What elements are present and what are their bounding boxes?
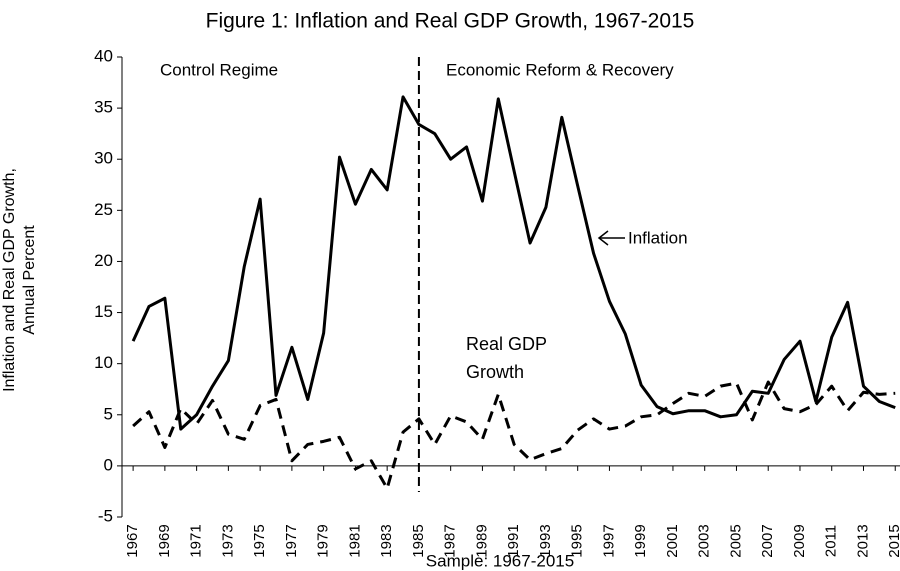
x-tick-label: 1997 bbox=[600, 524, 617, 557]
x-tick-label: 2005 bbox=[727, 524, 744, 557]
x-tick-label: 1999 bbox=[632, 524, 649, 557]
x-tick-label: 2009 bbox=[791, 524, 808, 557]
y-tick-label: -5 bbox=[98, 506, 113, 525]
series-label: Inflation bbox=[628, 228, 688, 247]
x-tick-label: 1985 bbox=[410, 524, 427, 557]
y-tick-label: 25 bbox=[94, 200, 113, 219]
y-tick-label: 0 bbox=[104, 455, 113, 474]
arrow-head bbox=[597, 230, 609, 246]
y-tick-label: 20 bbox=[94, 251, 113, 270]
annotation: Control Regime bbox=[160, 60, 278, 79]
x-tick-label: 1967 bbox=[124, 524, 141, 557]
y-tick-label: 30 bbox=[94, 149, 113, 168]
x-tick-label: 1969 bbox=[156, 524, 173, 557]
x-tick-label: 1971 bbox=[188, 524, 205, 557]
x-tick-label: 2003 bbox=[696, 524, 713, 557]
y-tick-label: 40 bbox=[94, 46, 113, 65]
x-axis-label: Sample: 1967-2015 bbox=[426, 551, 574, 570]
x-tick-label: 1975 bbox=[251, 524, 268, 557]
x-tick-label: 1989 bbox=[473, 524, 490, 557]
chart-title: Figure 1: Inflation and Real GDP Growth,… bbox=[206, 10, 695, 33]
series-line bbox=[131, 95, 896, 431]
series-line bbox=[132, 380, 896, 490]
x-tick-label: 1983 bbox=[378, 524, 395, 557]
y-tick-label: 15 bbox=[94, 302, 113, 321]
y-tick-label: 35 bbox=[94, 98, 113, 117]
x-tick-label: 2013 bbox=[854, 524, 871, 557]
x-tick-label: 1979 bbox=[315, 524, 332, 557]
x-tick-label: 2015 bbox=[886, 524, 900, 557]
x-tick-label: 1977 bbox=[283, 524, 300, 557]
annotation: Economic Reform & Recovery bbox=[446, 60, 674, 79]
y-axis-label: Inflation and Real GDP Growth, Annual Pe… bbox=[1, 168, 38, 392]
x-tick-label: 1991 bbox=[505, 524, 522, 557]
x-tick-label: 2001 bbox=[664, 524, 681, 557]
series-label-box: Real GDP Growth bbox=[466, 334, 547, 382]
y-tick-label: 5 bbox=[104, 404, 113, 423]
x-tick-label: 2007 bbox=[759, 524, 776, 557]
x-tick-label: 1993 bbox=[537, 524, 554, 557]
x-tick-label: 1973 bbox=[219, 524, 236, 557]
y-tick-label: 10 bbox=[94, 353, 113, 372]
x-tick-label: 1995 bbox=[569, 524, 586, 557]
series-label: Real GDP Growth bbox=[466, 334, 547, 382]
x-tick-label: 1981 bbox=[346, 524, 363, 557]
x-tick-label: 2011 bbox=[823, 525, 840, 557]
x-tick-label: 1987 bbox=[442, 524, 459, 557]
